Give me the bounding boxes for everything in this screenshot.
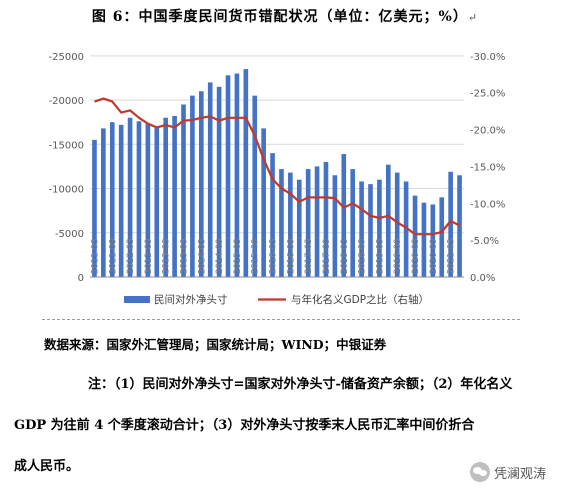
wechat-icon (470, 462, 490, 482)
bar (377, 179, 382, 277)
y-left-tick-label: 0 (78, 273, 84, 284)
x-tick-label: 2019-09 (393, 238, 403, 274)
bar (109, 122, 115, 277)
bar (190, 95, 195, 278)
bar (457, 175, 462, 277)
ratio-line (94, 97, 460, 236)
bar (181, 104, 186, 277)
note-line-2: GDP 为往前 4 个季度滚动合计；（3）对外净头寸按季末人民币汇率中间价折合 (14, 418, 475, 433)
y-left-tick-label: -25000 (49, 52, 84, 63)
note-line-3: 成人民币。 (14, 459, 80, 474)
bar (101, 128, 106, 277)
bar (118, 124, 124, 277)
legend-bar-swatch (124, 296, 150, 303)
legend-line-label: 与年化名义GDP之比（右轴） (291, 293, 429, 306)
bar (385, 164, 391, 277)
y-right-tick-label: -10.0% (470, 199, 505, 210)
x-tick-label: 2013-09 (180, 238, 190, 274)
bar (92, 139, 97, 277)
x-tick-label: 2015-09 (251, 238, 261, 274)
bar (296, 179, 302, 277)
bar (350, 169, 356, 277)
x-tick-label: 2020-09 (429, 238, 439, 274)
bar (145, 123, 151, 277)
bar (430, 204, 436, 277)
y-right-tick-label: -15.0% (470, 162, 505, 173)
x-tick-label: 2017-03 (304, 238, 314, 274)
x-tick-label: 2017-09 (322, 238, 332, 274)
x-tick-label: 2012-09 (144, 238, 154, 274)
chart: -25000 -20000 -15000 -10000 -5000 0 -30.0% -25.… (49, 52, 506, 306)
x-tick-label: 2011-03 (90, 238, 100, 274)
bar (252, 95, 258, 278)
bar (127, 117, 133, 278)
y-right-tick-label: 0.0% (470, 273, 495, 284)
x-tick-label: 2018-09 (358, 238, 368, 274)
x-tick-label: 2018-03 (340, 238, 350, 274)
bar (172, 116, 177, 277)
bar (448, 171, 453, 277)
y-left-tick-label: -5000 (55, 229, 84, 240)
y-right-tick-label: -30.0% (470, 52, 505, 63)
y-right-tick-label: -20.0% (470, 126, 505, 137)
bar (270, 153, 275, 277)
watermark: 凭澜观涛 (470, 462, 546, 482)
bar (198, 91, 204, 277)
x-tick-label: 2020-03 (411, 238, 421, 274)
bar (403, 181, 409, 277)
bar (305, 169, 311, 277)
bar (207, 82, 213, 277)
legend-bar-label: 民间对外净头寸 (154, 293, 228, 306)
bar (261, 128, 266, 277)
x-tick-label: 2014-09 (215, 238, 225, 274)
bar (243, 69, 249, 277)
x-tick-label: 2012-03 (126, 238, 136, 274)
bar (234, 73, 240, 278)
y-left-tick-label: -10000 (49, 185, 84, 196)
x-tick-label: 2013-03 (162, 238, 172, 274)
x-tick-label: 2016-09 (286, 238, 296, 274)
bar (394, 172, 400, 277)
bar (314, 166, 320, 277)
x-tick-label: 2016-03 (269, 238, 279, 274)
return-mark: ↵ (467, 11, 479, 24)
bar (332, 175, 338, 277)
bar (154, 126, 160, 277)
x-tick-label: 2015-03 (233, 238, 243, 274)
bar (341, 154, 347, 277)
bar (279, 169, 284, 277)
note-line-1: 注：（1）民间对外净头寸=国家对外净头寸-储备资产余额；（2）年化名义 (88, 377, 513, 392)
y-left-tick-label: -20000 (49, 96, 84, 107)
x-tick-label: 2011-09 (108, 238, 118, 274)
x-tick-label: 2014-03 (197, 238, 207, 274)
y-left-tick-label: -15000 (49, 140, 84, 151)
bar (421, 202, 427, 277)
x-tick-label: 2019-03 (375, 238, 385, 274)
bar (368, 184, 373, 277)
source-text: 数据来源：国家外汇管理局；国家统计局；WIND；中银证券 (44, 337, 387, 352)
y-right-tick-label: -25.0% (470, 89, 505, 100)
bar (163, 117, 169, 278)
y-right-tick-label: -5.0% (470, 236, 499, 247)
bar (136, 121, 142, 277)
bar (216, 86, 222, 277)
x-tick-label: 2021-03 (447, 238, 457, 274)
bar (225, 75, 231, 277)
bar (439, 197, 445, 277)
bar (412, 195, 418, 277)
bar (359, 181, 364, 277)
bar (323, 162, 329, 277)
figure-title: 图 6：中国季度民间货币错配状况（单位：亿美元；%）↵ (91, 9, 479, 25)
bar (288, 172, 293, 277)
watermark-text: 凭澜观涛 (494, 466, 547, 482)
divider-line (42, 319, 520, 320)
